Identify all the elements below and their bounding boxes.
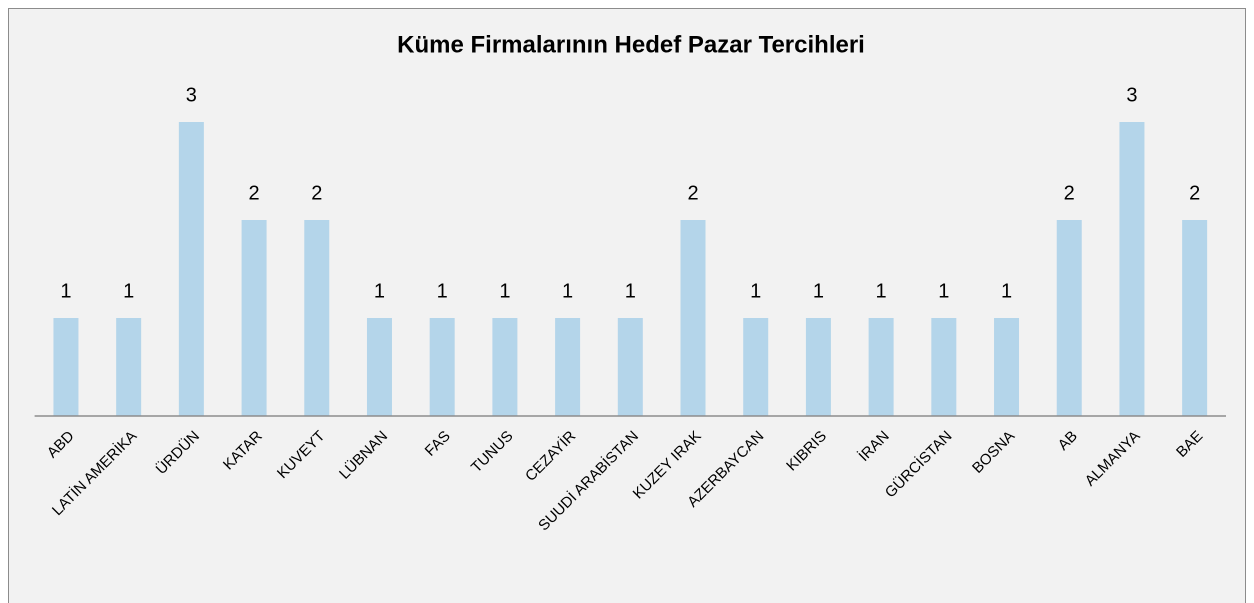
data-label: 3 [186, 84, 197, 106]
data-label: 1 [437, 280, 448, 302]
bar [743, 318, 769, 416]
chart-frame [8, 8, 1246, 603]
data-label: 2 [687, 182, 698, 204]
data-label: 2 [1189, 182, 1200, 204]
bar [931, 318, 957, 416]
bar [492, 318, 518, 416]
data-label: 2 [311, 182, 322, 204]
data-label: 1 [813, 280, 824, 302]
data-label: 1 [499, 280, 510, 302]
data-label: 2 [249, 182, 260, 204]
data-label: 1 [1001, 280, 1012, 302]
bar [555, 318, 581, 416]
bar [1056, 220, 1082, 416]
bar [178, 122, 204, 416]
data-label: 1 [750, 280, 761, 302]
bar [617, 318, 643, 416]
bar [53, 318, 79, 416]
bar [241, 220, 267, 416]
data-label: 1 [625, 280, 636, 302]
data-label: 1 [60, 280, 71, 302]
bar [429, 318, 455, 416]
bar [868, 318, 894, 416]
bar [1119, 122, 1145, 416]
data-label: 1 [876, 280, 887, 302]
data-label: 1 [938, 280, 949, 302]
bar [1182, 220, 1208, 416]
data-label: 2 [1064, 182, 1075, 204]
bar [994, 318, 1020, 416]
bar [366, 318, 392, 416]
bar [680, 220, 706, 416]
chart-title: Küme Firmalarının Hedef Pazar Tercihleri [397, 31, 865, 58]
data-label: 3 [1126, 84, 1137, 106]
data-label: 1 [123, 280, 134, 302]
bar [805, 318, 831, 416]
bar [116, 318, 142, 416]
bar [304, 220, 330, 416]
data-label: 1 [374, 280, 385, 302]
data-label: 1 [562, 280, 573, 302]
